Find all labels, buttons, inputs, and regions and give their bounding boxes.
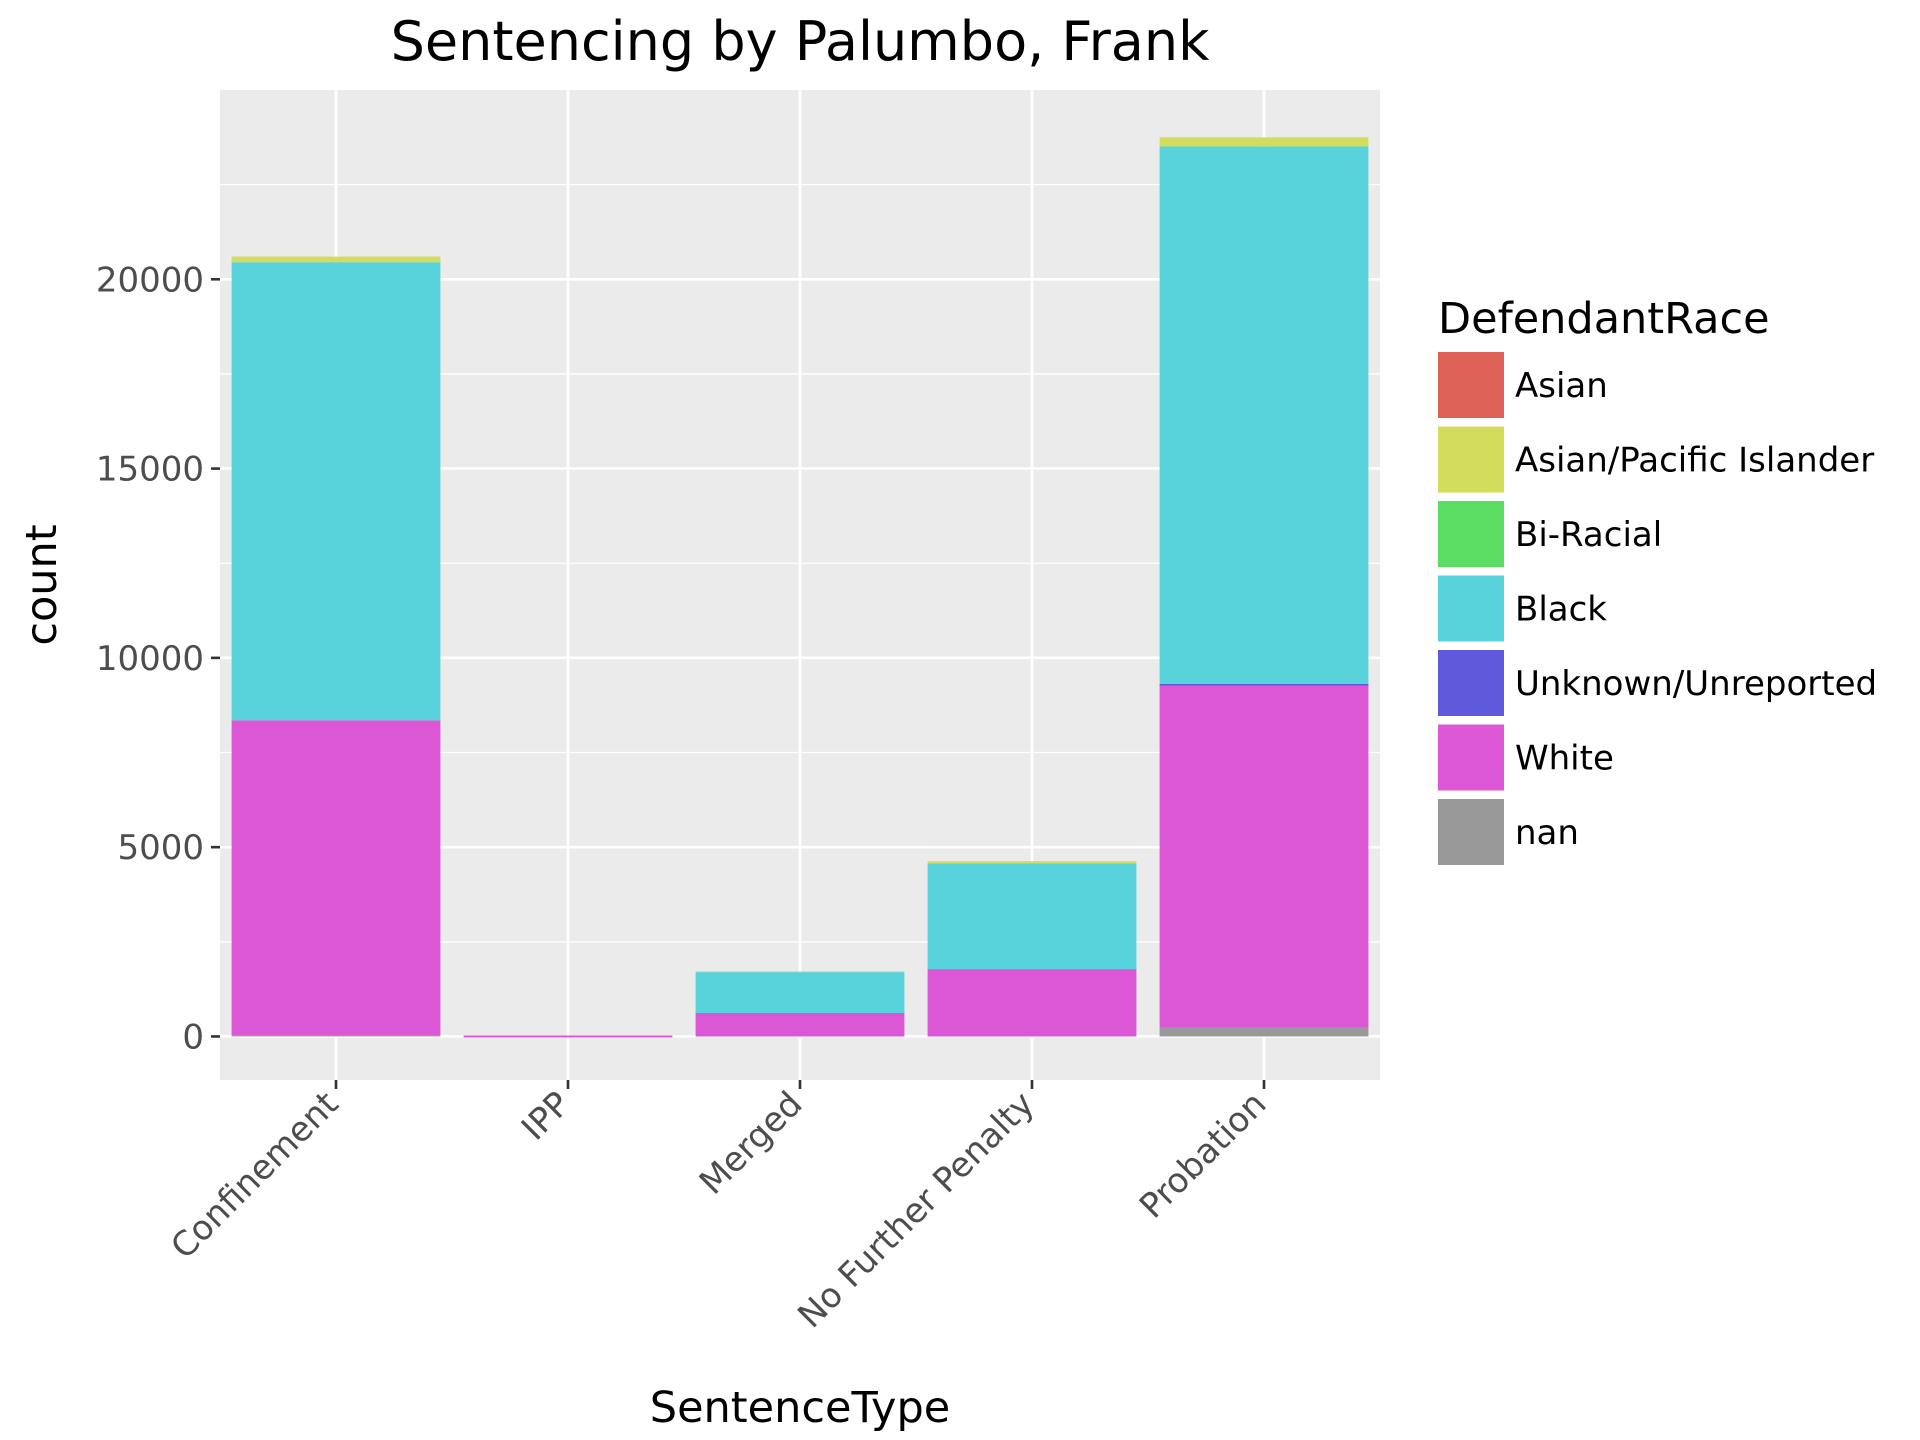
x-tick-label: No Further Penalty [790,1084,1042,1336]
bar-segment [1159,1027,1369,1037]
y-tick-label: 20000 [96,260,204,300]
legend-label: Black [1515,590,1607,630]
legend-key [1438,724,1504,791]
bar-segment [1159,137,1369,147]
bar-segment [695,1012,905,1037]
legend-label: Asian [1515,366,1608,406]
legend-key [1438,650,1504,716]
bar-segment [1159,685,1369,1028]
bar-segment [695,972,905,1013]
bar-segment [1159,684,1369,686]
legend-label: White [1515,739,1614,779]
legend-key [1438,352,1504,418]
y-tick-label: 0 [182,1017,204,1057]
bar-segment [231,262,441,721]
legend-key [1438,501,1504,567]
legend: DefendantRace Asian Asian/Pacific Islande… [1438,294,1877,865]
legend-label: Unknown/Unreported [1515,664,1877,704]
y-tick-label: 10000 [96,639,204,679]
legend-key [1438,575,1504,642]
x-tick-label: Probation [1132,1084,1274,1226]
bar-segment [927,863,1137,970]
x-axis-title: SentenceType [650,1383,950,1433]
bar-segment [1159,146,1369,684]
y-tick-label: 5000 [117,828,204,868]
bar-segment [695,971,905,973]
legend-label: Asian/Pacific Islander [1515,441,1874,481]
x-tick-label: Confinement [163,1084,346,1267]
bar-segment [927,861,1137,864]
bars [231,137,1369,1038]
chart-title: Sentencing by Palumbo, Frank [391,10,1210,73]
legend-key [1438,799,1504,865]
bar-segment [463,1035,673,1038]
bar-segment [231,256,441,263]
legend-label: Bi-Racial [1515,515,1662,555]
bar-segment [231,720,441,1036]
legend-title: DefendantRace [1438,294,1770,344]
y-axis-title: count [17,524,67,645]
bar-segment [927,969,1137,1037]
x-tick-label: IPP [514,1084,578,1148]
x-tick-label: Merged [692,1084,811,1203]
y-tick-label: 15000 [96,450,204,490]
legend-label: nan [1515,813,1579,853]
bar-segment [231,1035,441,1037]
legend-key [1438,426,1504,493]
